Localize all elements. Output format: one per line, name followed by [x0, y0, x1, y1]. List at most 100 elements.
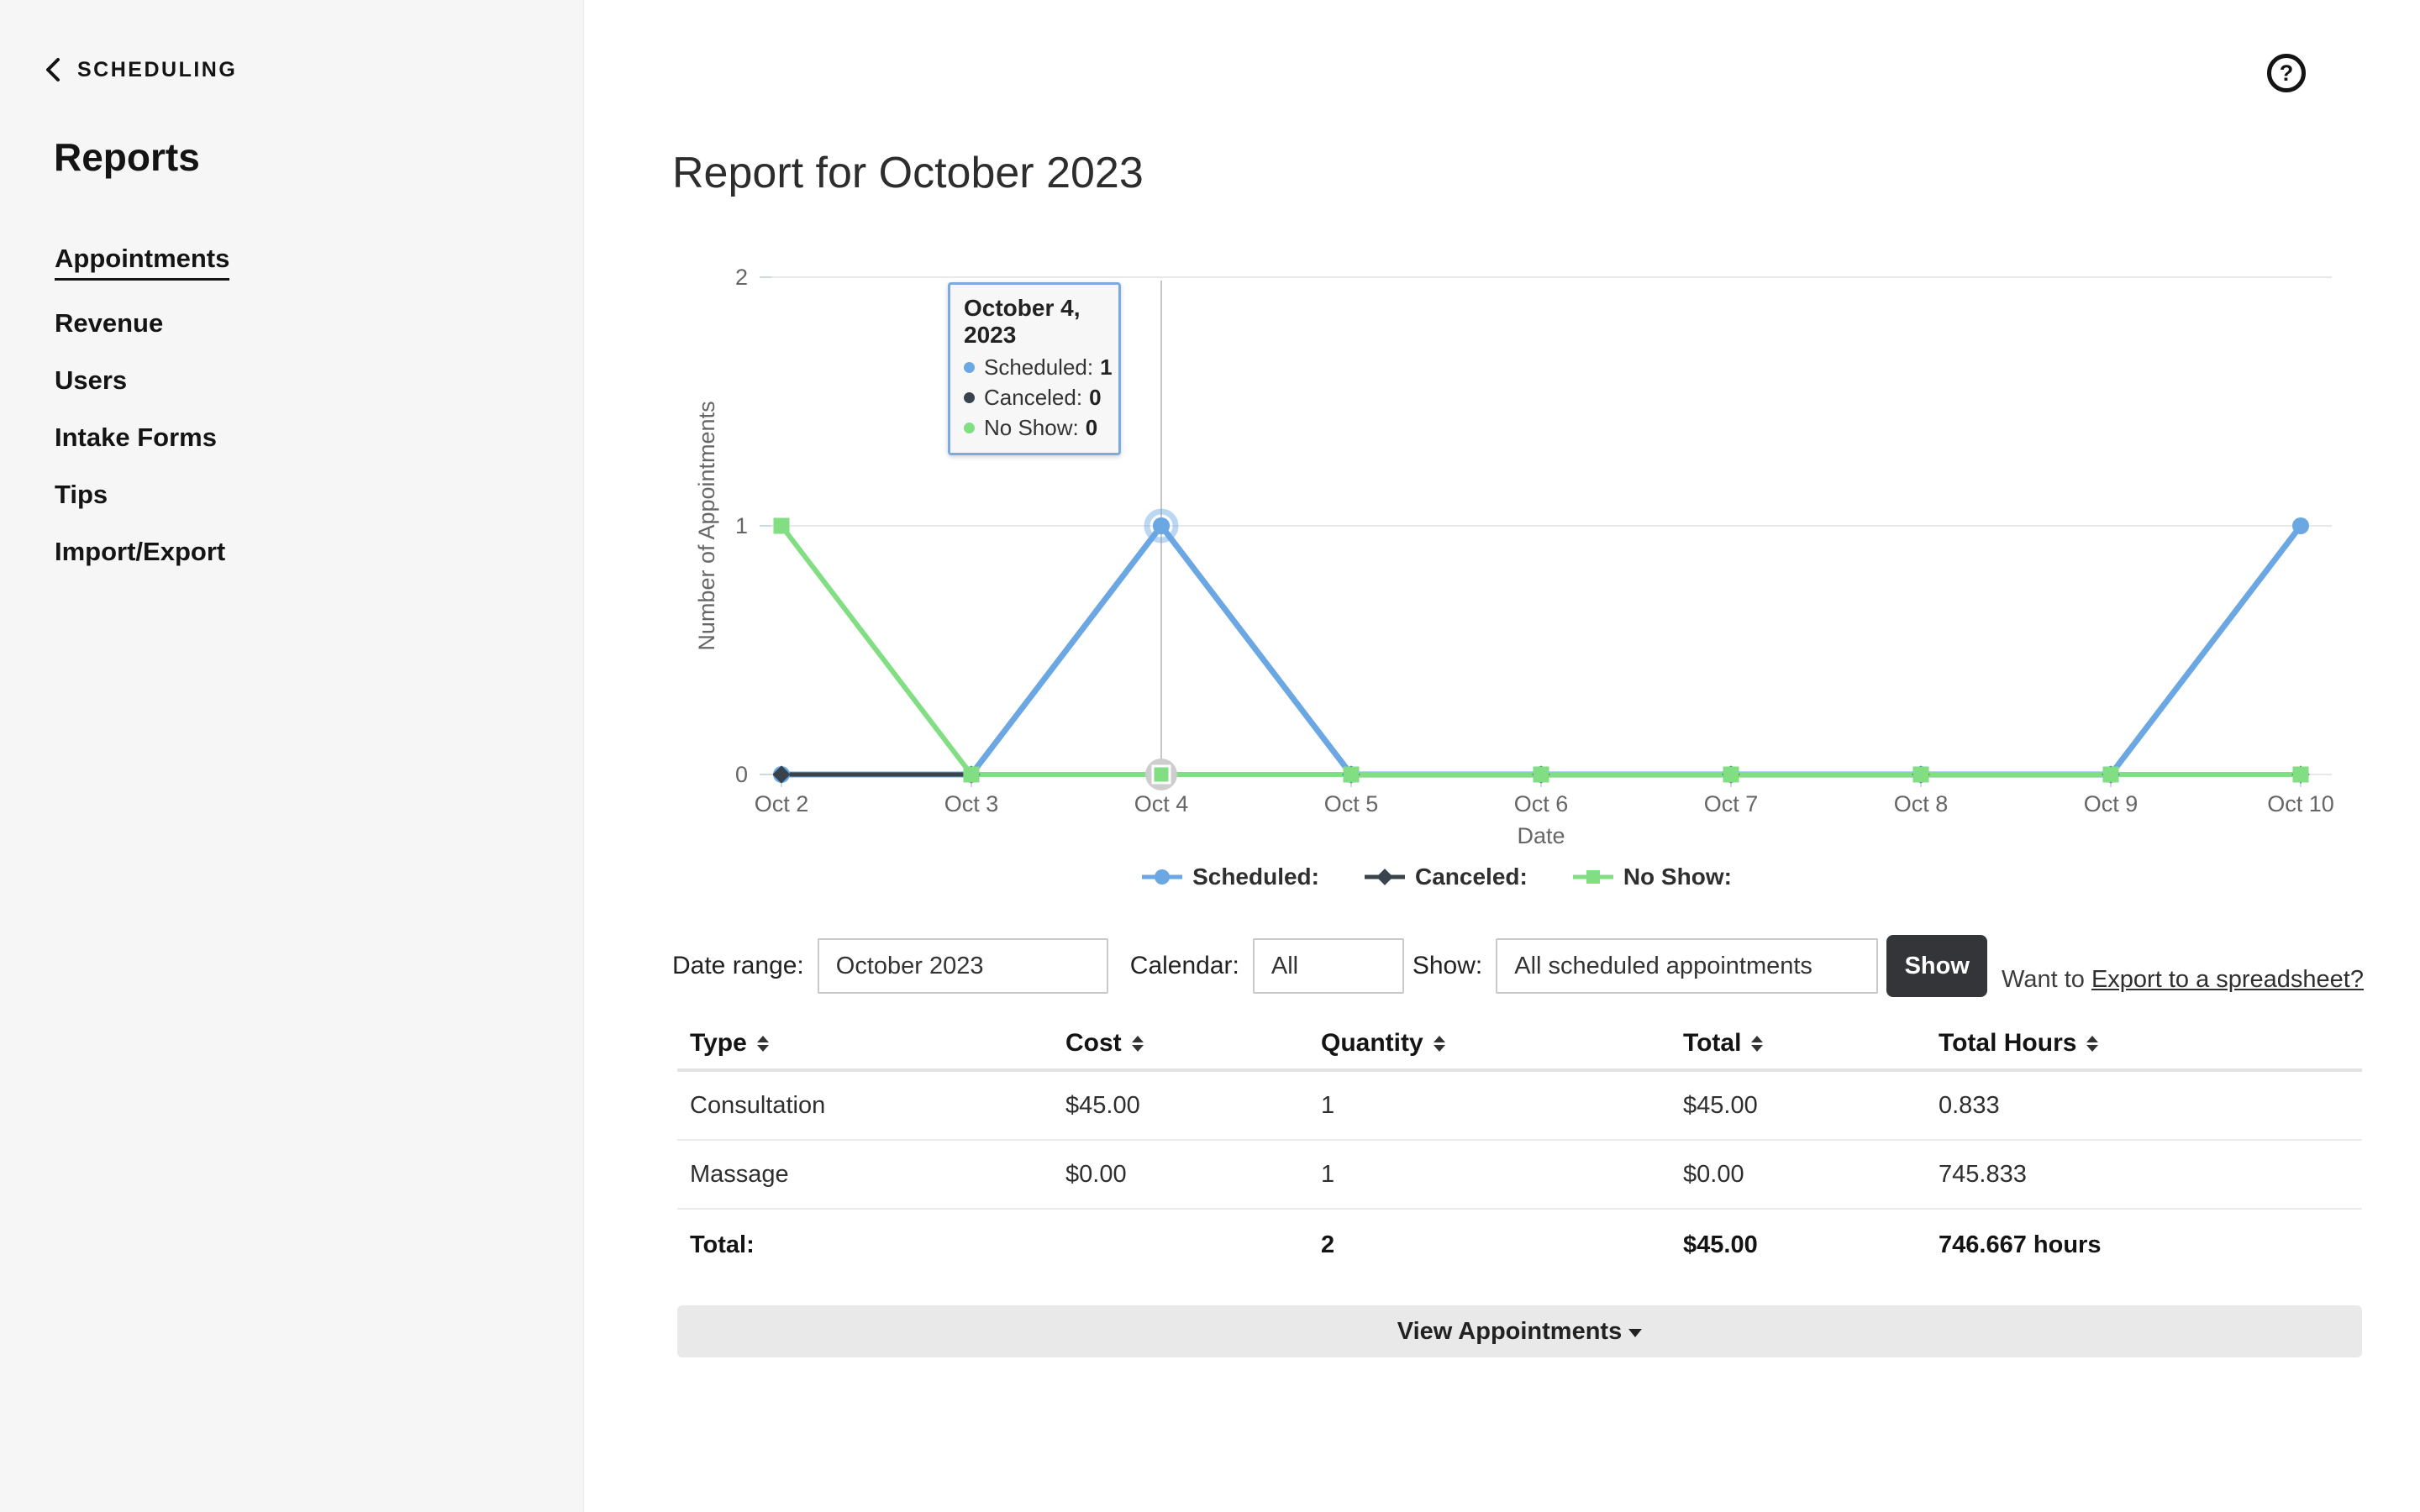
question-mark-icon: ? — [2279, 60, 2294, 86]
diamond-marker-icon — [1365, 869, 1405, 885]
column-label: Total — [1683, 1029, 1742, 1057]
table-cell: 745.833 — [1939, 1160, 2027, 1188]
back-label: SCHEDULING — [77, 57, 238, 81]
table-total-cell: $45.00 — [1683, 1231, 1758, 1258]
table-cell: $0.00 — [1065, 1160, 1127, 1188]
tooltip-row-value: 1 — [1100, 354, 1113, 380]
filter-bar: Date range: Calendar: Show: Show — [672, 932, 1988, 1000]
table-cell: $0.00 — [1683, 1160, 1744, 1188]
tooltip-row-scheduled: Scheduled: 1 — [964, 354, 1113, 381]
back-to-scheduling-link[interactable]: SCHEDULING — [42, 57, 237, 82]
series-color-dot — [964, 392, 975, 403]
table-cell: 0.833 — [1939, 1091, 2000, 1119]
sidebar-item-label: Users — [55, 365, 128, 395]
svg-text:Oct 4: Oct 4 — [1134, 791, 1189, 816]
sidebar-item-users[interactable]: Users — [55, 365, 229, 395]
date-range-label: Date range: — [672, 952, 804, 979]
table-header-row: Type Cost Quantity Total Total Hours — [677, 1018, 2362, 1072]
sort-icon — [1751, 1035, 1764, 1052]
date-range-input[interactable] — [817, 938, 1108, 994]
square-marker-icon — [1572, 870, 1613, 884]
sidebar-title: Reports — [54, 135, 200, 179]
sort-icon — [1131, 1035, 1144, 1052]
show-filter-input[interactable] — [1496, 938, 1879, 994]
table-header-total-hours[interactable]: Total Hours — [1939, 1029, 2362, 1058]
view-appointments-label: View Appointments — [1397, 1317, 1623, 1345]
series-color-dot — [964, 362, 975, 373]
tooltip-title: October 4, 2023 — [964, 295, 1081, 348]
help-button[interactable]: ? — [2267, 54, 2306, 92]
svg-text:Oct 8: Oct 8 — [1894, 791, 1949, 816]
chevron-left-icon — [42, 57, 64, 82]
table-cell: Consultation — [690, 1091, 826, 1119]
tooltip-row-canceled: Canceled: 0 — [964, 385, 1107, 411]
appointments-line-chart[interactable]: 0 1 2 Oct 2 Oct 3 Oct 4 Oct 5 Oct 6 Oct 7 Oct 8 Oc… — [697, 249, 2361, 870]
table-row-consultation: Consultation $45.00 1 $45.00 0.833 — [677, 1072, 2362, 1141]
svg-text:Oct 10: Oct 10 — [2267, 791, 2334, 816]
table-cell: $45.00 — [1065, 1091, 1140, 1119]
svg-text:Oct 3: Oct 3 — [944, 791, 999, 816]
sidebar: SCHEDULING Reports Appointments Revenue Us… — [0, 0, 584, 1512]
svg-text:Date: Date — [1517, 823, 1565, 848]
svg-text:Number of Appointments: Number of Appointments — [697, 401, 719, 650]
sidebar-item-appointments[interactable]: Appointments — [55, 244, 230, 281]
legend-label: No Show: — [1623, 864, 1732, 890]
sidebar-item-import-export[interactable]: Import/Export — [55, 537, 229, 566]
export-prefix: Want to — [2002, 966, 2091, 993]
chart-legend: Scheduled: Canceled: No Show: — [697, 864, 2176, 890]
table-header-total[interactable]: Total — [1683, 1029, 1939, 1058]
tooltip-row-value: 0 — [1089, 385, 1102, 410]
table-total-cell: 2 — [1321, 1231, 1335, 1258]
table-row-massage: Massage $0.00 1 $0.00 745.833 — [677, 1141, 2362, 1210]
tooltip-row-no-show: No Show: 0 — [964, 415, 1107, 441]
show-label: Show: — [1412, 952, 1483, 979]
appointments-summary-table: Type Cost Quantity Total Total Hours Consult… — [677, 1018, 2362, 1280]
column-label: Cost — [1065, 1029, 1122, 1057]
tooltip-row-label: No Show: — [984, 415, 1079, 440]
svg-text:1: 1 — [735, 513, 748, 538]
calendar-label: Calendar: — [1129, 952, 1239, 979]
legend-item-canceled[interactable]: Canceled: — [1365, 864, 1528, 890]
sidebar-item-label: Appointments — [55, 244, 230, 281]
table-total-cell: Total: — [690, 1231, 755, 1258]
svg-text:Oct 6: Oct 6 — [1514, 791, 1569, 816]
tooltip-row-value: 0 — [1085, 415, 1098, 440]
table-cell: Massage — [690, 1160, 789, 1188]
legend-label: Scheduled: — [1192, 864, 1319, 890]
show-button[interactable]: Show — [1886, 935, 1988, 997]
view-appointments-button[interactable]: View Appointments — [677, 1305, 2362, 1357]
sidebar-item-tips[interactable]: Tips — [55, 480, 229, 509]
table-total-cell: 746.667 hours — [1939, 1231, 2102, 1258]
svg-text:Oct 5: Oct 5 — [1324, 791, 1379, 816]
legend-item-no-show[interactable]: No Show: — [1572, 864, 1732, 890]
table-header-quantity[interactable]: Quantity — [1321, 1029, 1683, 1058]
table-header-cost[interactable]: Cost — [1065, 1029, 1321, 1058]
calendar-input[interactable] — [1252, 938, 1404, 994]
table-cell: $45.00 — [1683, 1091, 1758, 1119]
circle-marker-icon — [1142, 869, 1183, 885]
sidebar-item-intake-forms[interactable]: Intake Forms — [55, 423, 229, 452]
sidebar-item-label: Import/Export — [55, 537, 226, 566]
sidebar-item-revenue[interactable]: Revenue — [55, 308, 229, 338]
table-header-type[interactable]: Type — [677, 1029, 1065, 1058]
series-line-scheduled — [778, 522, 2304, 778]
sidebar-item-label: Intake Forms — [55, 423, 217, 452]
table-cell: 1 — [1321, 1091, 1335, 1119]
sort-icon — [756, 1035, 769, 1052]
svg-text:0: 0 — [735, 762, 748, 787]
svg-text:Oct 9: Oct 9 — [2084, 791, 2139, 816]
sidebar-item-label: Tips — [55, 480, 108, 509]
series-color-dot — [964, 423, 975, 433]
svg-text:2: 2 — [735, 265, 748, 290]
svg-text:Oct 7: Oct 7 — [1704, 791, 1759, 816]
legend-item-scheduled[interactable]: Scheduled: — [1142, 864, 1319, 890]
export-to-spreadsheet-link[interactable]: Export to a spreadsheet? — [2091, 966, 2364, 993]
series-line-no-show — [779, 523, 2303, 777]
tooltip-row-label: Canceled: — [984, 385, 1083, 410]
caret-down-icon — [1628, 1329, 1643, 1337]
page-title: Report for October 2023 — [672, 149, 1144, 197]
sort-icon — [2086, 1035, 2099, 1052]
column-label: Total Hours — [1939, 1029, 2077, 1057]
tooltip-row-label: Scheduled: — [984, 354, 1094, 380]
sidebar-item-label: Revenue — [55, 308, 164, 338]
